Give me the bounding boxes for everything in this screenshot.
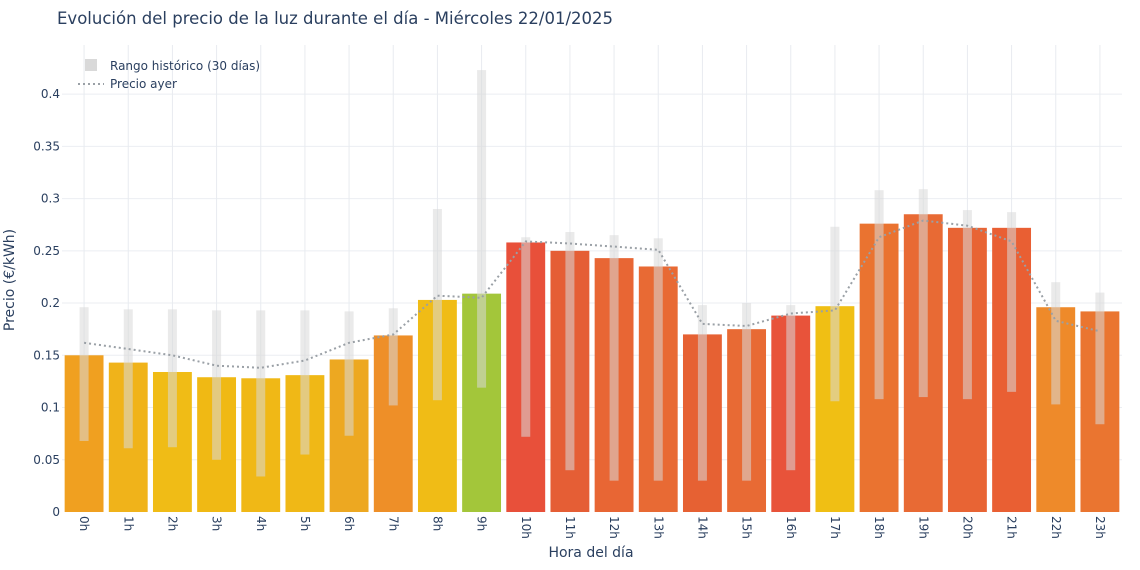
historic-range-10h — [521, 237, 531, 437]
x-tick-label: 9h — [475, 516, 489, 531]
historic-range-3h — [212, 310, 222, 460]
x-tick-label: 19h — [916, 516, 930, 539]
historic-range-5h — [300, 310, 310, 455]
price-bars — [64, 214, 1120, 513]
x-tick-label: 10h — [519, 516, 533, 539]
historic-range-15h — [742, 303, 752, 481]
y-tick-label: 0.3 — [41, 192, 60, 206]
historic-range-7h — [388, 308, 398, 406]
legend-yesterday-label: Precio ayer — [110, 77, 177, 91]
y-tick-label: 0.15 — [33, 348, 60, 362]
y-tick-label: 0.05 — [33, 453, 60, 467]
y-axis-ticks: 0 0.05 0.1 0.15 0.2 0.25 0.3 0.35 0.4 — [33, 87, 60, 519]
chart-title: Evolución del precio de la luz durante e… — [57, 9, 613, 28]
historic-range-6h — [344, 311, 354, 436]
x-tick-label: 2h — [165, 516, 179, 531]
y-tick-label: 0.4 — [41, 87, 60, 101]
x-tick-label: 7h — [386, 516, 400, 531]
x-tick-label: 22h — [1049, 516, 1063, 539]
x-tick-label: 17h — [828, 516, 842, 539]
historic-range-12h — [609, 235, 619, 481]
historic-range-0h — [79, 307, 89, 441]
x-tick-label: 12h — [607, 516, 621, 539]
historic-range-19h — [918, 189, 928, 398]
historic-range-1h — [123, 309, 133, 449]
historic-range-13h — [653, 238, 663, 481]
yesterday-price-series — [83, 219, 1101, 369]
legend: Rango histórico (30 días) Precio ayer — [78, 59, 260, 91]
x-tick-label: 13h — [651, 516, 665, 539]
y-axis-title: Precio (€/kWh) — [2, 229, 18, 331]
y-tick-label: 0 — [52, 505, 60, 519]
historic-range-11h — [565, 232, 575, 471]
historic-range-18h — [874, 190, 884, 400]
x-tick-label: 4h — [254, 516, 268, 531]
x-tick-label: 6h — [342, 516, 356, 531]
x-tick-label: 1h — [121, 516, 135, 531]
historic-range-marks — [79, 70, 1105, 481]
historic-range-23h — [1095, 292, 1105, 425]
x-tick-label: 23h — [1093, 516, 1107, 539]
x-tick-label: 20h — [960, 516, 974, 539]
x-tick-label: 0h — [77, 516, 91, 531]
yesterday-price-line — [83, 219, 1101, 369]
historic-range-8h — [432, 209, 442, 401]
x-axis-ticks: 0h 1h 2h 3h 4h 5h 6h 7h 8h 9h 10h 11h 12h 13h 14h 15h 16… — [77, 516, 1107, 539]
x-tick-label: 21h — [1005, 516, 1019, 539]
x-tick-label: 16h — [784, 516, 798, 539]
historic-range-17h — [830, 226, 840, 402]
historic-range-2h — [167, 309, 177, 448]
y-tick-label: 0.1 — [41, 401, 60, 415]
x-tick-label: 11h — [563, 516, 577, 539]
historic-range-14h — [697, 305, 707, 481]
legend-range-label: Rango histórico (30 días) — [110, 59, 260, 73]
historic-range-20h — [962, 210, 972, 400]
x-tick-label: 8h — [430, 516, 444, 531]
y-tick-label: 0.2 — [41, 296, 60, 310]
historic-range-22h — [1051, 282, 1061, 405]
x-tick-label: 14h — [695, 516, 709, 539]
y-tick-label: 0.25 — [33, 244, 60, 258]
legend-range-swatch — [85, 59, 97, 71]
y-tick-label: 0.35 — [33, 139, 60, 153]
x-tick-label: 18h — [872, 516, 886, 539]
x-tick-label: 3h — [210, 516, 224, 531]
x-tick-label: 5h — [298, 516, 312, 531]
historic-range-21h — [1007, 212, 1017, 392]
historic-range-4h — [256, 310, 266, 477]
historic-range-16h — [786, 305, 796, 471]
x-tick-label: 15h — [740, 516, 754, 539]
x-axis-title: Hora del día — [548, 545, 633, 561]
historic-range-9h — [477, 70, 487, 388]
